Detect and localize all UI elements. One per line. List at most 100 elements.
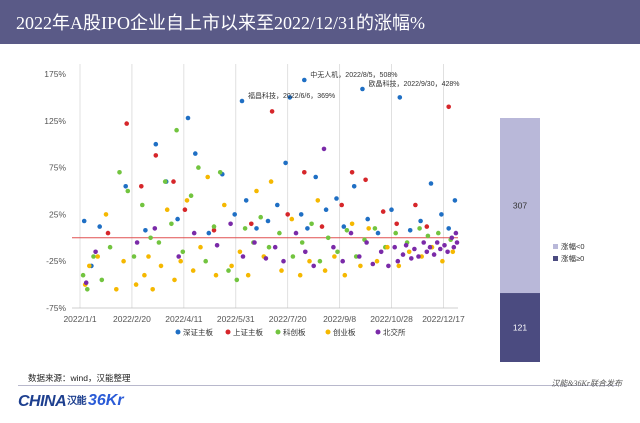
scatter-point	[446, 226, 452, 231]
scatter-point	[407, 228, 413, 233]
scatter-point	[434, 240, 440, 245]
scatter-point	[134, 240, 140, 245]
scatter-point	[309, 221, 314, 227]
scatter-point	[243, 198, 249, 203]
annotation-label: 欧晶科技，2022/9/30，428%	[368, 79, 459, 88]
scatter-point	[392, 244, 398, 250]
scatter-point	[211, 224, 217, 229]
scatter-point	[305, 226, 310, 231]
scatter-point	[245, 272, 251, 278]
source-note: 数据来源：wind，汉能整理	[28, 373, 131, 383]
x-tick-label: 2022/10/28	[370, 314, 413, 324]
y-tick-label: 25%	[49, 209, 66, 219]
scatter-point	[277, 230, 282, 236]
chart-area: 2022/1/1 2022/2/20 2022/4/11 2022/5/31 2022/…	[44, 64, 585, 362]
scatter-point	[428, 181, 434, 186]
scatter-point	[349, 170, 355, 175]
scatter-point	[205, 174, 210, 180]
scatter-point	[214, 243, 220, 248]
scatter-point	[254, 226, 259, 231]
scatter-point	[321, 146, 327, 152]
scatter-point	[93, 249, 98, 255]
scatter-point	[131, 254, 137, 259]
scatter-point	[438, 246, 443, 252]
scatter-point	[366, 226, 372, 231]
legend-marker	[175, 329, 181, 335]
scatter-point	[91, 254, 96, 259]
scatter-point	[114, 287, 119, 292]
scatter-point	[237, 249, 243, 255]
36kr-logo: 36Kr	[88, 392, 124, 409]
scatter-point	[228, 221, 233, 227]
scatter-point	[322, 268, 328, 273]
x-tick-label: 2022/4/11	[165, 314, 202, 324]
scatter-point	[421, 240, 427, 245]
china-logo-text: CHINA	[18, 393, 67, 410]
scatter-point	[357, 254, 362, 259]
scatter-point	[297, 272, 303, 278]
legend-label: 深证主板	[183, 327, 213, 337]
legend-label: 创业板	[333, 327, 356, 337]
scatter-point	[299, 240, 305, 245]
scatter-point	[193, 151, 198, 156]
scatter-point	[206, 230, 212, 236]
scatter-point	[298, 212, 304, 217]
scatter-point	[450, 249, 456, 255]
scatter-point	[240, 254, 246, 259]
bar-legend-marker	[553, 256, 558, 261]
scatter-point	[148, 235, 153, 241]
x-tick-label: 2022/9/8	[323, 314, 356, 324]
scatter-point	[375, 230, 381, 236]
annotation-marker	[302, 77, 307, 83]
scatter-point	[125, 188, 131, 194]
scatter-point	[85, 287, 90, 292]
scatter-point	[351, 184, 357, 189]
scatter-point	[348, 230, 354, 236]
scatter-point	[269, 109, 275, 114]
scatter-point	[176, 254, 181, 259]
scatter-point	[293, 230, 299, 236]
y-tick-label: 75%	[49, 163, 66, 173]
scatter-point	[279, 268, 284, 273]
bar-segment	[500, 118, 540, 294]
footer-note: 汉能&36Kr联合发布	[551, 379, 622, 388]
scatter-point	[152, 226, 158, 231]
scatter-point	[332, 254, 337, 259]
scatter-point	[172, 277, 177, 283]
scatter-point	[258, 214, 264, 220]
scatter-point	[169, 221, 174, 227]
scatter-point	[323, 207, 329, 212]
scatter-point	[203, 258, 208, 264]
scatter-point	[184, 198, 190, 203]
y-tick-label: 125%	[44, 116, 66, 126]
scatter-point	[389, 207, 394, 212]
scatter-point	[325, 235, 331, 241]
scatter-point	[272, 244, 278, 250]
scatter-point	[417, 226, 422, 231]
scatter-point	[406, 249, 412, 255]
scatter-point	[178, 258, 183, 264]
scatter-point	[331, 244, 336, 250]
scatter-point	[143, 228, 148, 233]
scatter-point	[158, 263, 164, 269]
scatter-point	[340, 258, 346, 264]
scatter-point	[87, 263, 92, 269]
scatter-point	[182, 207, 188, 212]
legend-marker	[375, 329, 381, 335]
scatter-point	[153, 153, 159, 158]
scatter-point	[445, 249, 450, 255]
scatter-point	[424, 224, 430, 229]
x-tick-label: 2022/12/17	[422, 314, 465, 324]
scatter-point	[83, 280, 89, 285]
scatter-point	[175, 216, 180, 222]
legend-marker	[325, 329, 331, 335]
bar-legend-marker	[553, 244, 558, 249]
scatter-point	[95, 254, 100, 259]
scatter-point	[395, 258, 401, 264]
scatter-point	[211, 228, 217, 233]
scatter-point	[380, 209, 386, 214]
scatter-point	[409, 256, 414, 261]
scatter-point	[419, 254, 425, 259]
scatter-point	[171, 179, 176, 184]
y-tick-label: 175%	[44, 69, 66, 79]
